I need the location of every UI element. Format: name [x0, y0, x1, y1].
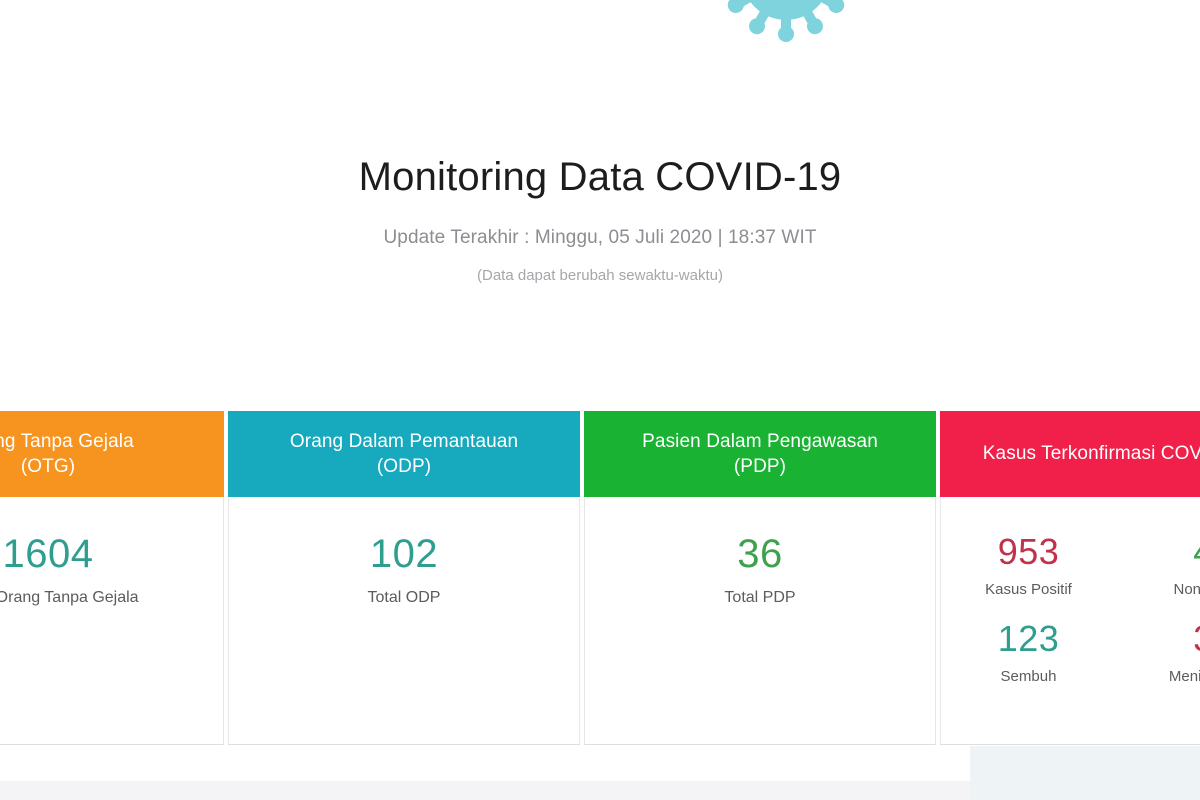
card-odp-header: Orang Dalam Pemantauan (ODP)	[228, 411, 580, 497]
stat-grid-kasus: 953 Kasus Positif 4 Non Aktif 123 Sembuh…	[941, 533, 1200, 685]
card-otg-header: Orang Tanpa Gejala (OTG)	[0, 411, 224, 497]
footer-tint-area	[970, 746, 1200, 800]
page-header: Monitoring Data COVID-19 Update Terakhir…	[0, 152, 1200, 284]
stat-sembuh-value: 123	[997, 617, 1060, 659]
stat-total-otg-label: Total Orang Tanpa Gejala	[0, 589, 139, 606]
stat-kasus-positif-label: Kasus Positif	[985, 580, 1072, 598]
card-otg-body: 1604 Total Orang Tanpa Gejala	[0, 497, 224, 745]
stat-sembuh: 123 Sembuh	[997, 617, 1060, 685]
stat-non-aktif-label: Non Aktif	[1173, 580, 1200, 598]
stat-total-odp-label: Total ODP	[367, 589, 441, 606]
card-pdp-title: Pasien Dalam Pengawasan	[642, 430, 878, 452]
card-kasus-terkonfirmasi-body: 953 Kasus Positif 4 Non Aktif 123 Sembuh…	[940, 497, 1200, 745]
card-odp-title: Orang Dalam Pemantauan	[289, 430, 519, 452]
card-odp-body: 102 Total ODP	[228, 497, 580, 745]
card-pdp-abbr: (PDP)	[733, 456, 787, 477]
disclaimer-text: (Data dapat berubah sewaktu-waktu)	[477, 267, 723, 284]
stat-non-aktif-value: 4	[1173, 533, 1200, 571]
stat-meninggal: 3 Meninggal	[1168, 619, 1200, 685]
stat-total-odp-value: 102	[369, 532, 439, 576]
stat-total-pdp-label: Total PDP	[724, 589, 796, 606]
coronavirus-icon	[706, 0, 866, 56]
virus-decoration	[0, 0, 1200, 60]
stat-meninggal-label: Meninggal	[1168, 667, 1200, 685]
footer-panel	[0, 746, 970, 781]
card-pdp-body: 36 Total PDP	[584, 497, 936, 745]
card-kasus-terkonfirmasi-header: Kasus Terkonfirmasi COVID-19	[940, 411, 1200, 497]
card-kasus-terkonfirmasi-title: Kasus Terkonfirmasi COVID-19	[982, 443, 1200, 465]
stat-total-pdp: 36 Total PDP	[724, 533, 795, 607]
stat-kasus-positif: 953 Kasus Positif	[985, 533, 1072, 598]
card-pdp[interactable]: Pasien Dalam Pengawasan (PDP) 36 Total P…	[584, 411, 936, 745]
stat-meninggal-value: 3	[1169, 619, 1200, 658]
stat-total-otg: 1604 Total Orang Tanpa Gejala	[0, 533, 139, 607]
stat-total-otg-value: 1604	[2, 532, 94, 576]
statistics-card-strip: Orang Tanpa Gejala (OTG) 1604 Total Oran…	[0, 411, 1200, 745]
card-otg-title: Orang Tanpa Gejala	[0, 430, 134, 452]
card-kasus-terkonfirmasi[interactable]: Kasus Terkonfirmasi COVID-19 953 Kasus P…	[940, 411, 1200, 745]
stat-non-aktif: 4 Non Aktif	[1173, 533, 1200, 598]
stat-kasus-positif-value: 953	[997, 531, 1060, 572]
card-odp[interactable]: Orang Dalam Pemantauan (ODP) 102 Total O…	[228, 411, 580, 745]
page-title: Monitoring Data COVID-19	[358, 155, 842, 199]
stat-total-pdp-value: 36	[737, 532, 783, 576]
stat-total-odp: 102 Total ODP	[368, 533, 441, 607]
card-otg[interactable]: Orang Tanpa Gejala (OTG) 1604 Total Oran…	[0, 411, 224, 745]
card-otg-abbr: (OTG)	[20, 456, 76, 477]
card-pdp-header: Pasien Dalam Pengawasan (PDP)	[584, 411, 936, 497]
stat-sembuh-label: Sembuh	[1000, 667, 1057, 685]
card-odp-abbr: (ODP)	[376, 456, 432, 477]
last-update-text: Update Terakhir : Minggu, 05 Juli 2020 |…	[383, 227, 817, 248]
